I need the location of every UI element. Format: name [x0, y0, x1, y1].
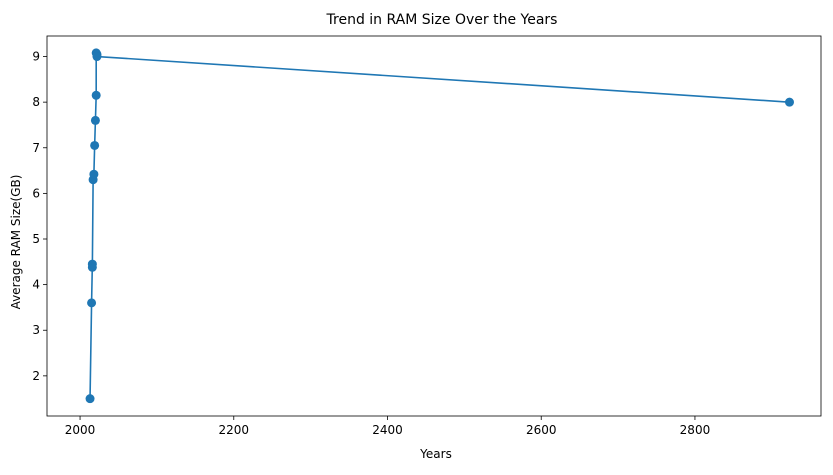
x-axis-label: Years [419, 447, 452, 461]
x-tick-label: 2600 [526, 423, 557, 437]
y-tick-label: 8 [32, 95, 40, 109]
x-tick-label: 2800 [680, 423, 711, 437]
y-axis-ticks: 2 3 4 5 6 7 8 9 [32, 50, 47, 383]
data-point [87, 298, 97, 308]
data-point [89, 169, 99, 179]
data-point [92, 52, 102, 62]
y-tick-label: 4 [32, 278, 40, 292]
data-point [90, 115, 100, 125]
x-tick-label: 2000 [65, 423, 96, 437]
data-point [85, 394, 95, 404]
data-point [87, 262, 97, 272]
data-point [784, 97, 794, 107]
x-axis-ticks: 2000 2200 2400 2600 2800 [65, 416, 710, 437]
chart-title: Trend in RAM Size Over the Years [326, 12, 558, 28]
data-point [90, 140, 100, 150]
y-tick-label: 7 [32, 141, 40, 155]
y-tick-label: 3 [32, 323, 40, 337]
plot-area [85, 48, 794, 404]
plot-frame [46, 35, 822, 417]
y-tick-label: 6 [32, 186, 40, 200]
y-tick-label: 9 [32, 50, 40, 64]
y-axis-label: Average RAM Size(GB) [9, 175, 23, 310]
y-tick-label: 2 [32, 369, 40, 383]
y-tick-label: 5 [32, 232, 40, 246]
data-point [91, 90, 101, 100]
x-tick-label: 2200 [219, 423, 250, 437]
x-tick-label: 2400 [372, 423, 403, 437]
